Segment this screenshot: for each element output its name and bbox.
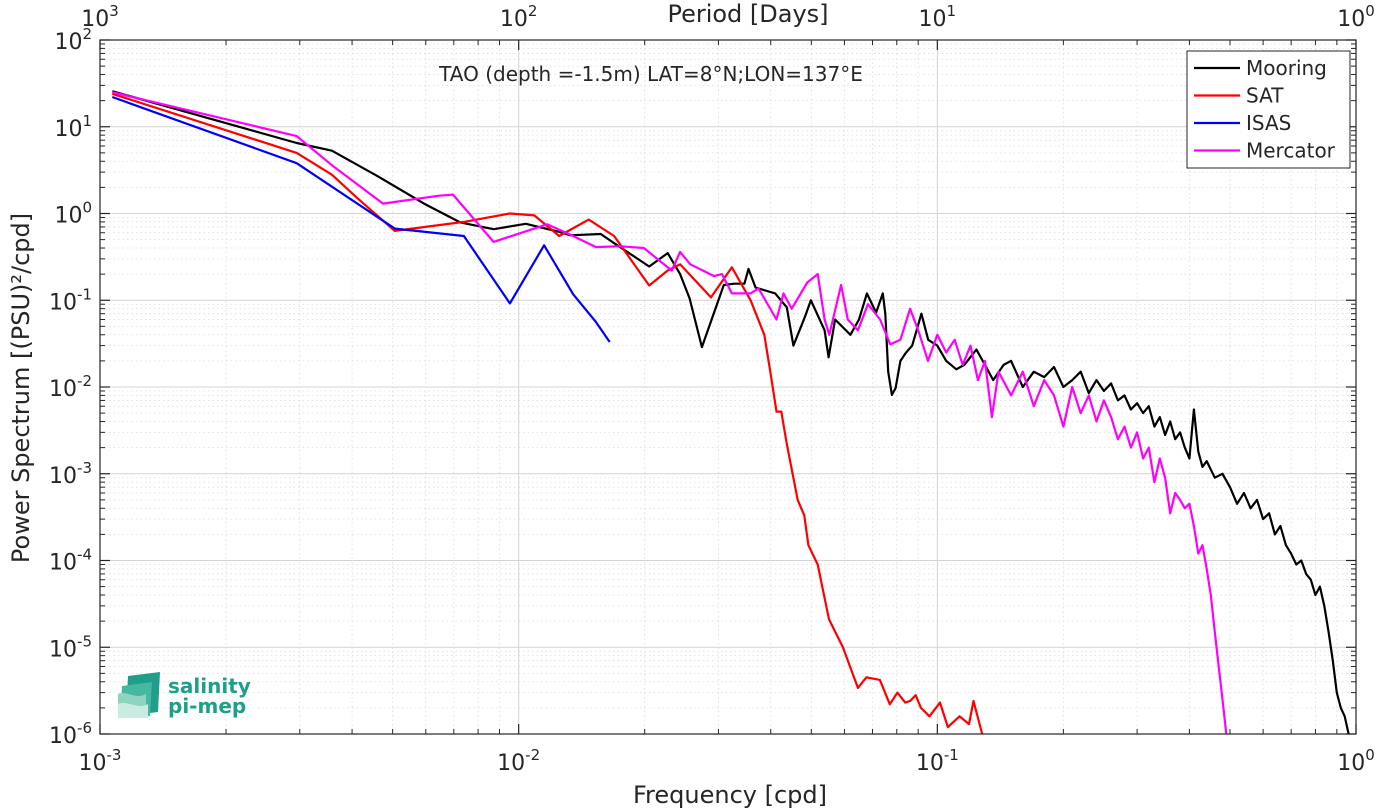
legend-label-mooring: Mooring — [1246, 56, 1327, 80]
top-tick-label: 103 — [81, 2, 119, 32]
series-layer — [111, 90, 1350, 734]
y-tick-label: 10-2 — [49, 372, 92, 402]
x-tick-label: 10-3 — [79, 746, 122, 776]
top-tick-label: 100 — [1337, 2, 1375, 32]
y-tick-label: 10-3 — [49, 459, 92, 489]
series-line-mooring — [112, 90, 1350, 734]
y-tick-label: 10-6 — [49, 719, 92, 749]
series-line-isas — [111, 95, 611, 343]
logo-text-pimep: pi-mep — [168, 694, 246, 718]
y-tick-label: 10-1 — [49, 285, 92, 315]
legend: Mooring SAT ISAS Mercator — [1186, 50, 1351, 169]
legend-label-sat: SAT — [1246, 84, 1284, 108]
top-tick-label: 101 — [919, 2, 957, 32]
y-tick-label: 101 — [54, 112, 92, 142]
legend-box — [1186, 50, 1351, 169]
y-tick-label: 10-5 — [49, 632, 92, 662]
top-tick-label: 102 — [500, 2, 538, 32]
y-tick-label: 10-4 — [49, 546, 92, 576]
x-tick-label: 10-1 — [916, 746, 959, 776]
salinity-pi-mep-logo: salinity pi-mep — [118, 672, 251, 718]
logo-text-salinity: salinity — [168, 674, 251, 698]
y-tick-label: 102 — [54, 25, 92, 55]
y-tick-label: 100 — [54, 199, 92, 229]
x-tick-label: 100 — [1337, 746, 1375, 776]
legend-label-isas: ISAS — [1246, 111, 1291, 135]
logo-waves-icon — [118, 672, 160, 718]
x-tick-label: 10-2 — [497, 746, 540, 776]
y-axis-label: Power Spectrum [(PSU)²/cpd] — [7, 213, 35, 563]
chart-title: TAO (depth =-1.5m) LAT=8°N;LON=137°E — [438, 62, 863, 86]
top-axis-label: Period [Days] — [667, 0, 828, 28]
x-axis-label: Frequency [cpd] — [633, 781, 827, 809]
series-line-mercator — [112, 91, 1228, 734]
series-line-sat — [111, 92, 984, 734]
legend-label-mercator: Mercator — [1246, 139, 1336, 163]
